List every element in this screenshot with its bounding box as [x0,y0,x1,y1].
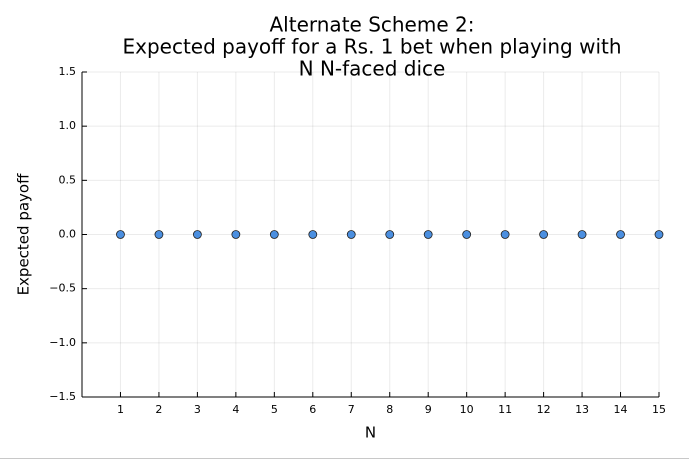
y-tick-label: 1.0 [59,119,77,132]
y-tick-label: −1.5 [49,390,76,403]
y-axis-label: Expected payoff [15,173,33,296]
y-tick-label: −1.0 [49,336,76,349]
y-tick-label: 0.5 [59,173,77,186]
x-tick-label: 15 [652,403,666,416]
point [539,230,548,239]
x-tick-label: 1 [117,403,124,416]
point [346,230,356,239]
point [462,230,472,239]
point [154,230,164,239]
x-tick-label: 10 [460,403,474,416]
chart-title: N N-faced dice [299,57,446,81]
chart-title: Expected payoff for a Rs. 1 bet when pla… [122,35,621,59]
x-tick-label: 5 [271,403,278,416]
y-tick-label: −0.5 [49,282,76,295]
point [269,230,279,239]
point [116,230,125,239]
point [308,230,318,239]
point [423,230,433,239]
point [231,230,241,239]
chart-title: Alternate Scheme 2: [270,13,475,37]
x-tick-label: 4 [232,403,239,416]
x-tick-label: 3 [194,403,201,416]
x-tick-label: 9 [425,403,432,416]
point [616,230,625,239]
point [385,230,395,239]
point [577,230,587,239]
x-tick-label: 7 [348,403,355,416]
x-tick-label: 8 [386,403,393,416]
point [500,230,510,239]
x-axis-label: N [365,424,376,442]
point [192,230,202,239]
x-tick-label: 6 [309,403,316,416]
y-tick-label: 0.0 [59,228,77,241]
y-tick-label: 1.5 [59,65,77,78]
x-tick-label: 11 [498,403,512,416]
x-tick-label: 2 [155,403,162,416]
x-tick-label: 14 [614,403,628,416]
x-tick-label: 12 [537,403,551,416]
x-tick-label: 13 [575,403,589,416]
point [654,230,664,239]
